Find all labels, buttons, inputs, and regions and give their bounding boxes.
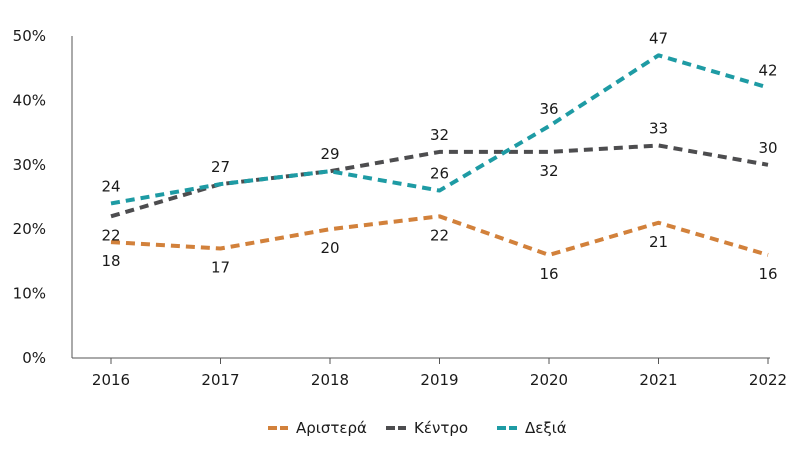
legend-label: Κέντρο: [414, 419, 468, 437]
axes: [71, 36, 770, 359]
x-tick-labels: 2016 2017 2018 2019 2020 2021 2022: [92, 358, 787, 389]
data-label: 32: [539, 162, 558, 180]
legend: Αριστερά Κέντρο Δεξιά: [268, 419, 567, 437]
y-tick-label: 30%: [13, 156, 46, 174]
x-tick-label: 2022: [749, 371, 787, 389]
legend-label: Δεξιά: [525, 419, 567, 437]
y-tick-label: 20%: [13, 220, 46, 238]
x-tick-label: 2021: [639, 371, 677, 389]
data-label: 36: [539, 100, 558, 118]
x-tick-label: 2017: [201, 371, 239, 389]
data-label: 20: [320, 239, 339, 257]
data-label: 32: [430, 126, 449, 144]
x-tick-label: 2020: [530, 371, 568, 389]
x-tick-label: 2016: [92, 371, 130, 389]
data-labels: 18 17 20 22 16 21 16 22 27 29 32 32 33 30 24 26 36 47 42: [101, 29, 777, 283]
x-tick-label: 2019: [420, 371, 458, 389]
x-tick-label: 2018: [311, 371, 349, 389]
y-tick-labels: 0% 10% 20% 30% 40% 50%: [13, 27, 46, 367]
data-label: 18: [101, 252, 120, 270]
data-label: 16: [758, 265, 777, 283]
data-label: 42: [758, 62, 777, 80]
data-label: 17: [211, 259, 230, 277]
data-label: 21: [649, 233, 668, 251]
data-label: 27: [211, 158, 230, 176]
data-label: 26: [430, 165, 449, 183]
data-label: 47: [649, 29, 668, 47]
series-lines: [110, 53, 769, 257]
data-label: 30: [758, 139, 777, 157]
y-tick-label: 50%: [13, 27, 46, 45]
data-label: 33: [649, 119, 668, 137]
legend-label: Αριστερά: [296, 419, 367, 437]
data-label: 22: [101, 226, 120, 244]
data-label: 29: [320, 145, 339, 163]
y-tick-label: 40%: [13, 91, 46, 109]
data-label: 24: [101, 177, 120, 195]
data-label: 16: [539, 265, 558, 283]
y-tick-label: 10%: [13, 285, 46, 303]
y-tick-label: 0%: [22, 349, 46, 367]
data-label: 22: [430, 226, 449, 244]
